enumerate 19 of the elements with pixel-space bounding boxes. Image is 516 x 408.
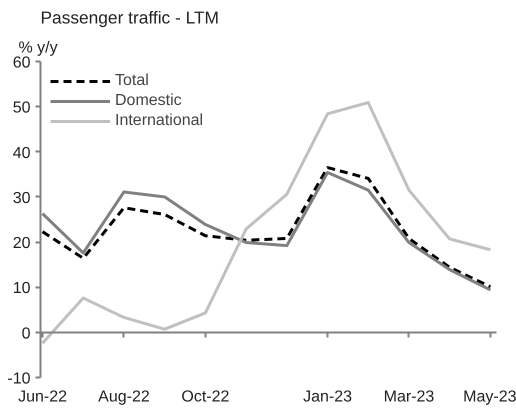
y-tick-label: 40 [12, 144, 31, 162]
x-tick-label: May-23 [463, 388, 516, 406]
x-tick-label: Oct-22 [181, 388, 230, 406]
y-tick-label: -10 [7, 370, 31, 388]
x-tick-label: Jan-23 [303, 388, 352, 406]
x-tick-label: Mar-23 [384, 388, 434, 406]
y-tick-label: 30 [12, 190, 31, 207]
y-axis-title: % y/y [18, 40, 58, 56]
y-tick-label: 20 [12, 235, 31, 252]
x-tick-label: Jun-22 [18, 388, 68, 406]
legend-label: Domestic [115, 92, 182, 110]
y-tick-label: 60 [12, 54, 31, 72]
y-tick-label: 50 [12, 100, 31, 117]
legend-label: International [115, 112, 204, 130]
y-tick-label: 10 [12, 280, 31, 298]
legend-label: Total [115, 72, 149, 90]
y-tick-label: 0 [22, 325, 31, 342]
x-tick-label: Aug-22 [98, 388, 150, 406]
chart-title: Passenger traffic - LTM [40, 8, 219, 28]
